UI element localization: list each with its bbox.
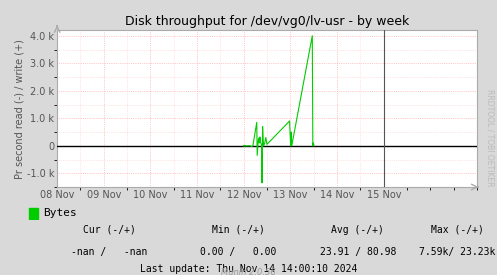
Text: -nan /   -nan: -nan / -nan — [71, 247, 148, 257]
Text: Avg (-/+): Avg (-/+) — [331, 225, 384, 235]
Text: 7.59k/ 23.23k: 7.59k/ 23.23k — [419, 247, 496, 257]
Text: Cur (-/+): Cur (-/+) — [83, 225, 136, 235]
Text: RRDTOOL / TOBI OETIKER: RRDTOOL / TOBI OETIKER — [486, 89, 495, 186]
Text: 0.00 /   0.00: 0.00 / 0.00 — [200, 247, 277, 257]
Text: Min (-/+): Min (-/+) — [212, 225, 265, 235]
Text: Max (-/+): Max (-/+) — [431, 225, 484, 235]
Bar — [29, 208, 38, 219]
Text: 23.91 / 80.98: 23.91 / 80.98 — [320, 247, 396, 257]
Title: Disk throughput for /dev/vg0/lv-usr - by week: Disk throughput for /dev/vg0/lv-usr - by… — [125, 15, 409, 28]
Text: Munin 2.0.56: Munin 2.0.56 — [221, 268, 276, 275]
Y-axis label: Pr second read (-) / write (+): Pr second read (-) / write (+) — [14, 39, 24, 178]
Text: Last update: Thu Nov 14 14:00:10 2024: Last update: Thu Nov 14 14:00:10 2024 — [140, 264, 357, 274]
Text: Bytes: Bytes — [43, 208, 77, 218]
